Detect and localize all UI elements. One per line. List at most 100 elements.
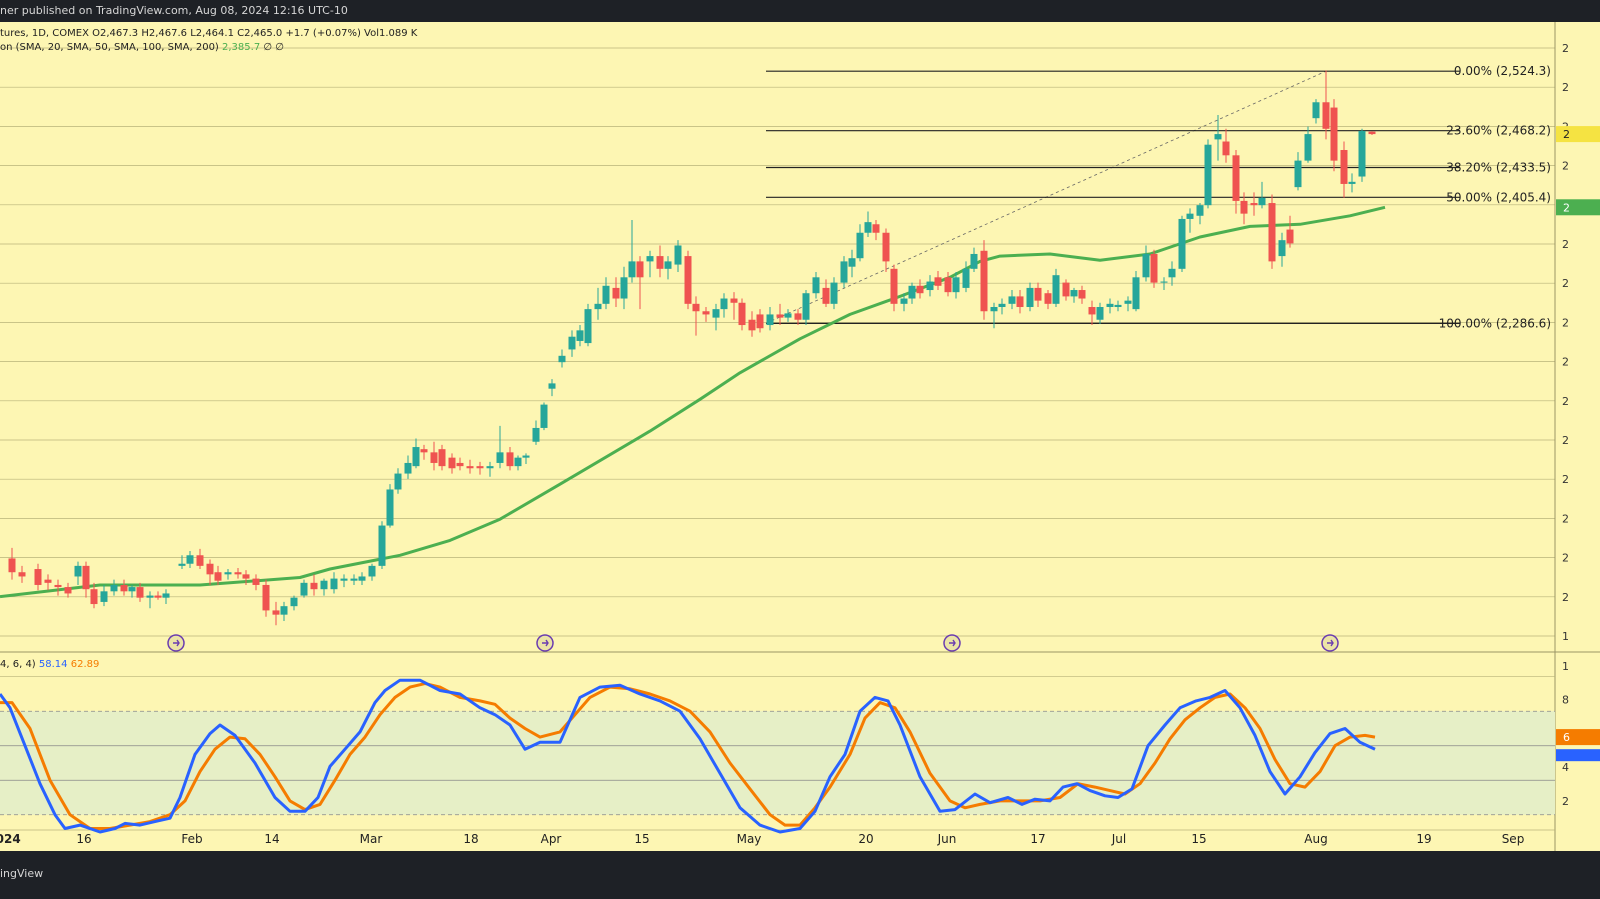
candle-body xyxy=(1250,203,1258,206)
footer-brand: ingView xyxy=(0,867,44,880)
candle-body xyxy=(784,313,792,318)
event-arrow-glyph xyxy=(173,639,180,647)
candle-body xyxy=(262,584,270,611)
candle-body xyxy=(1160,281,1168,283)
y-tick-label: 2 xyxy=(1562,81,1569,94)
candle-body xyxy=(224,572,232,575)
candle-body xyxy=(1322,102,1330,129)
x-tick-label: Mar xyxy=(360,832,383,846)
candle-body xyxy=(646,256,654,262)
candle-body xyxy=(1186,213,1194,219)
candle-body xyxy=(656,256,664,269)
stoch-k-label-box xyxy=(1556,749,1600,762)
candle-body xyxy=(568,336,576,350)
candle-body xyxy=(1132,277,1140,310)
candle-body xyxy=(1106,303,1114,308)
candle-body xyxy=(1294,160,1302,188)
candle-body xyxy=(82,565,90,590)
candle-body xyxy=(594,303,602,310)
candle-body xyxy=(558,355,566,363)
candle-body xyxy=(1124,300,1132,304)
candle-body xyxy=(394,473,402,490)
candle-body xyxy=(272,610,280,615)
candle-body xyxy=(628,261,636,278)
candle-body xyxy=(1034,287,1042,301)
candle-body xyxy=(584,309,592,344)
candle-body xyxy=(872,224,880,233)
candle-body xyxy=(1348,181,1356,184)
x-tick-label: Jun xyxy=(937,832,957,846)
candle-body xyxy=(44,579,52,583)
x-tick-label: Feb xyxy=(181,832,202,846)
stoch-k-label-text: 6 xyxy=(1563,731,1570,744)
candle-body xyxy=(120,584,128,592)
candle-body xyxy=(1340,150,1348,184)
candle-body xyxy=(358,576,366,581)
candle-body xyxy=(310,582,318,590)
candle-body xyxy=(64,587,72,594)
stoch-legend-label: 4, 6, 4) xyxy=(0,659,36,670)
candle-body xyxy=(990,307,998,312)
candle-body xyxy=(864,222,872,233)
candle-body xyxy=(952,277,960,293)
candle-body xyxy=(620,277,628,299)
stoch-y-tick-label: 4 xyxy=(1562,761,1569,774)
candle-body xyxy=(506,452,514,467)
candle-body xyxy=(1078,290,1086,299)
candle-body xyxy=(636,261,644,278)
candle-body xyxy=(522,455,530,458)
candle-body xyxy=(1368,131,1376,135)
candle-body xyxy=(748,319,756,331)
candle-body xyxy=(548,383,556,389)
candle-body xyxy=(438,449,446,467)
candle-body xyxy=(214,572,222,581)
event-markers[interactable] xyxy=(167,634,1339,652)
stochastic-panel xyxy=(0,676,1555,834)
candle-body xyxy=(692,303,700,312)
candle-body xyxy=(702,311,710,315)
candle-body xyxy=(756,314,764,329)
fibonacci-retracement[interactable]: 0.00% (2,524.3) 23.60% (2,468.2) 38.20% (2… xyxy=(765,64,1551,330)
stoch-d-label-box xyxy=(1556,729,1600,746)
fib-level-label: 38.20% (2,433.5) xyxy=(1446,161,1551,175)
x-axis: 2024 16 Feb 14 Mar 18 Apr 15 May 20 Jun 17 Jul 15 Aug 1… xyxy=(0,832,1524,846)
candle-body xyxy=(980,250,988,312)
candle-body xyxy=(944,277,952,293)
candle-body xyxy=(882,232,890,262)
stoch-y-tick-label: 8 xyxy=(1562,694,1569,707)
candle-body xyxy=(18,572,26,577)
candle-body xyxy=(802,293,810,320)
candle-body xyxy=(74,565,82,577)
candles xyxy=(8,70,1376,626)
ma-legend-extra: ∅ ∅ xyxy=(263,42,284,53)
price-label-text: 2 xyxy=(1563,128,1570,141)
stoch-legend: 4, 6, 4) 58.14 62.89 xyxy=(0,659,99,670)
chart-grid xyxy=(0,22,1600,851)
y-tick-label: 2 xyxy=(1562,473,1569,486)
event-arrow-glyph xyxy=(1327,639,1334,647)
candle-body xyxy=(456,462,464,467)
candle-body xyxy=(54,584,62,588)
candle-body xyxy=(766,314,774,326)
x-tick-label: 15 xyxy=(1191,832,1206,846)
publisher-text: ner published on TradingView.com, Aug 08… xyxy=(0,4,348,17)
candle-body xyxy=(350,578,358,581)
candle-body xyxy=(242,574,250,579)
candle-body xyxy=(540,404,548,428)
y-tick-label: 2 xyxy=(1562,160,1569,173)
candle-body xyxy=(1196,205,1204,216)
candle-body xyxy=(730,298,738,303)
price-chart[interactable]: 0.00% (2,524.3) 23.60% (2,468.2) 38.20% (2… xyxy=(0,0,1600,851)
candle-body xyxy=(386,489,394,526)
candle-body xyxy=(100,591,108,602)
candle-body xyxy=(1240,200,1248,214)
stoch-d-value: 62.89 xyxy=(70,659,100,670)
candle-body xyxy=(900,298,908,304)
candle-body xyxy=(234,572,242,575)
y-tick-label: 2 xyxy=(1562,434,1569,447)
event-arrow-glyph xyxy=(949,639,956,647)
candle-body xyxy=(908,285,916,299)
y-tick-label: 2 xyxy=(1562,591,1569,604)
ma-legend: on (SMA, 20, SMA, 50, SMA, 100, SMA, 200… xyxy=(0,42,284,53)
candle-body xyxy=(812,277,820,294)
